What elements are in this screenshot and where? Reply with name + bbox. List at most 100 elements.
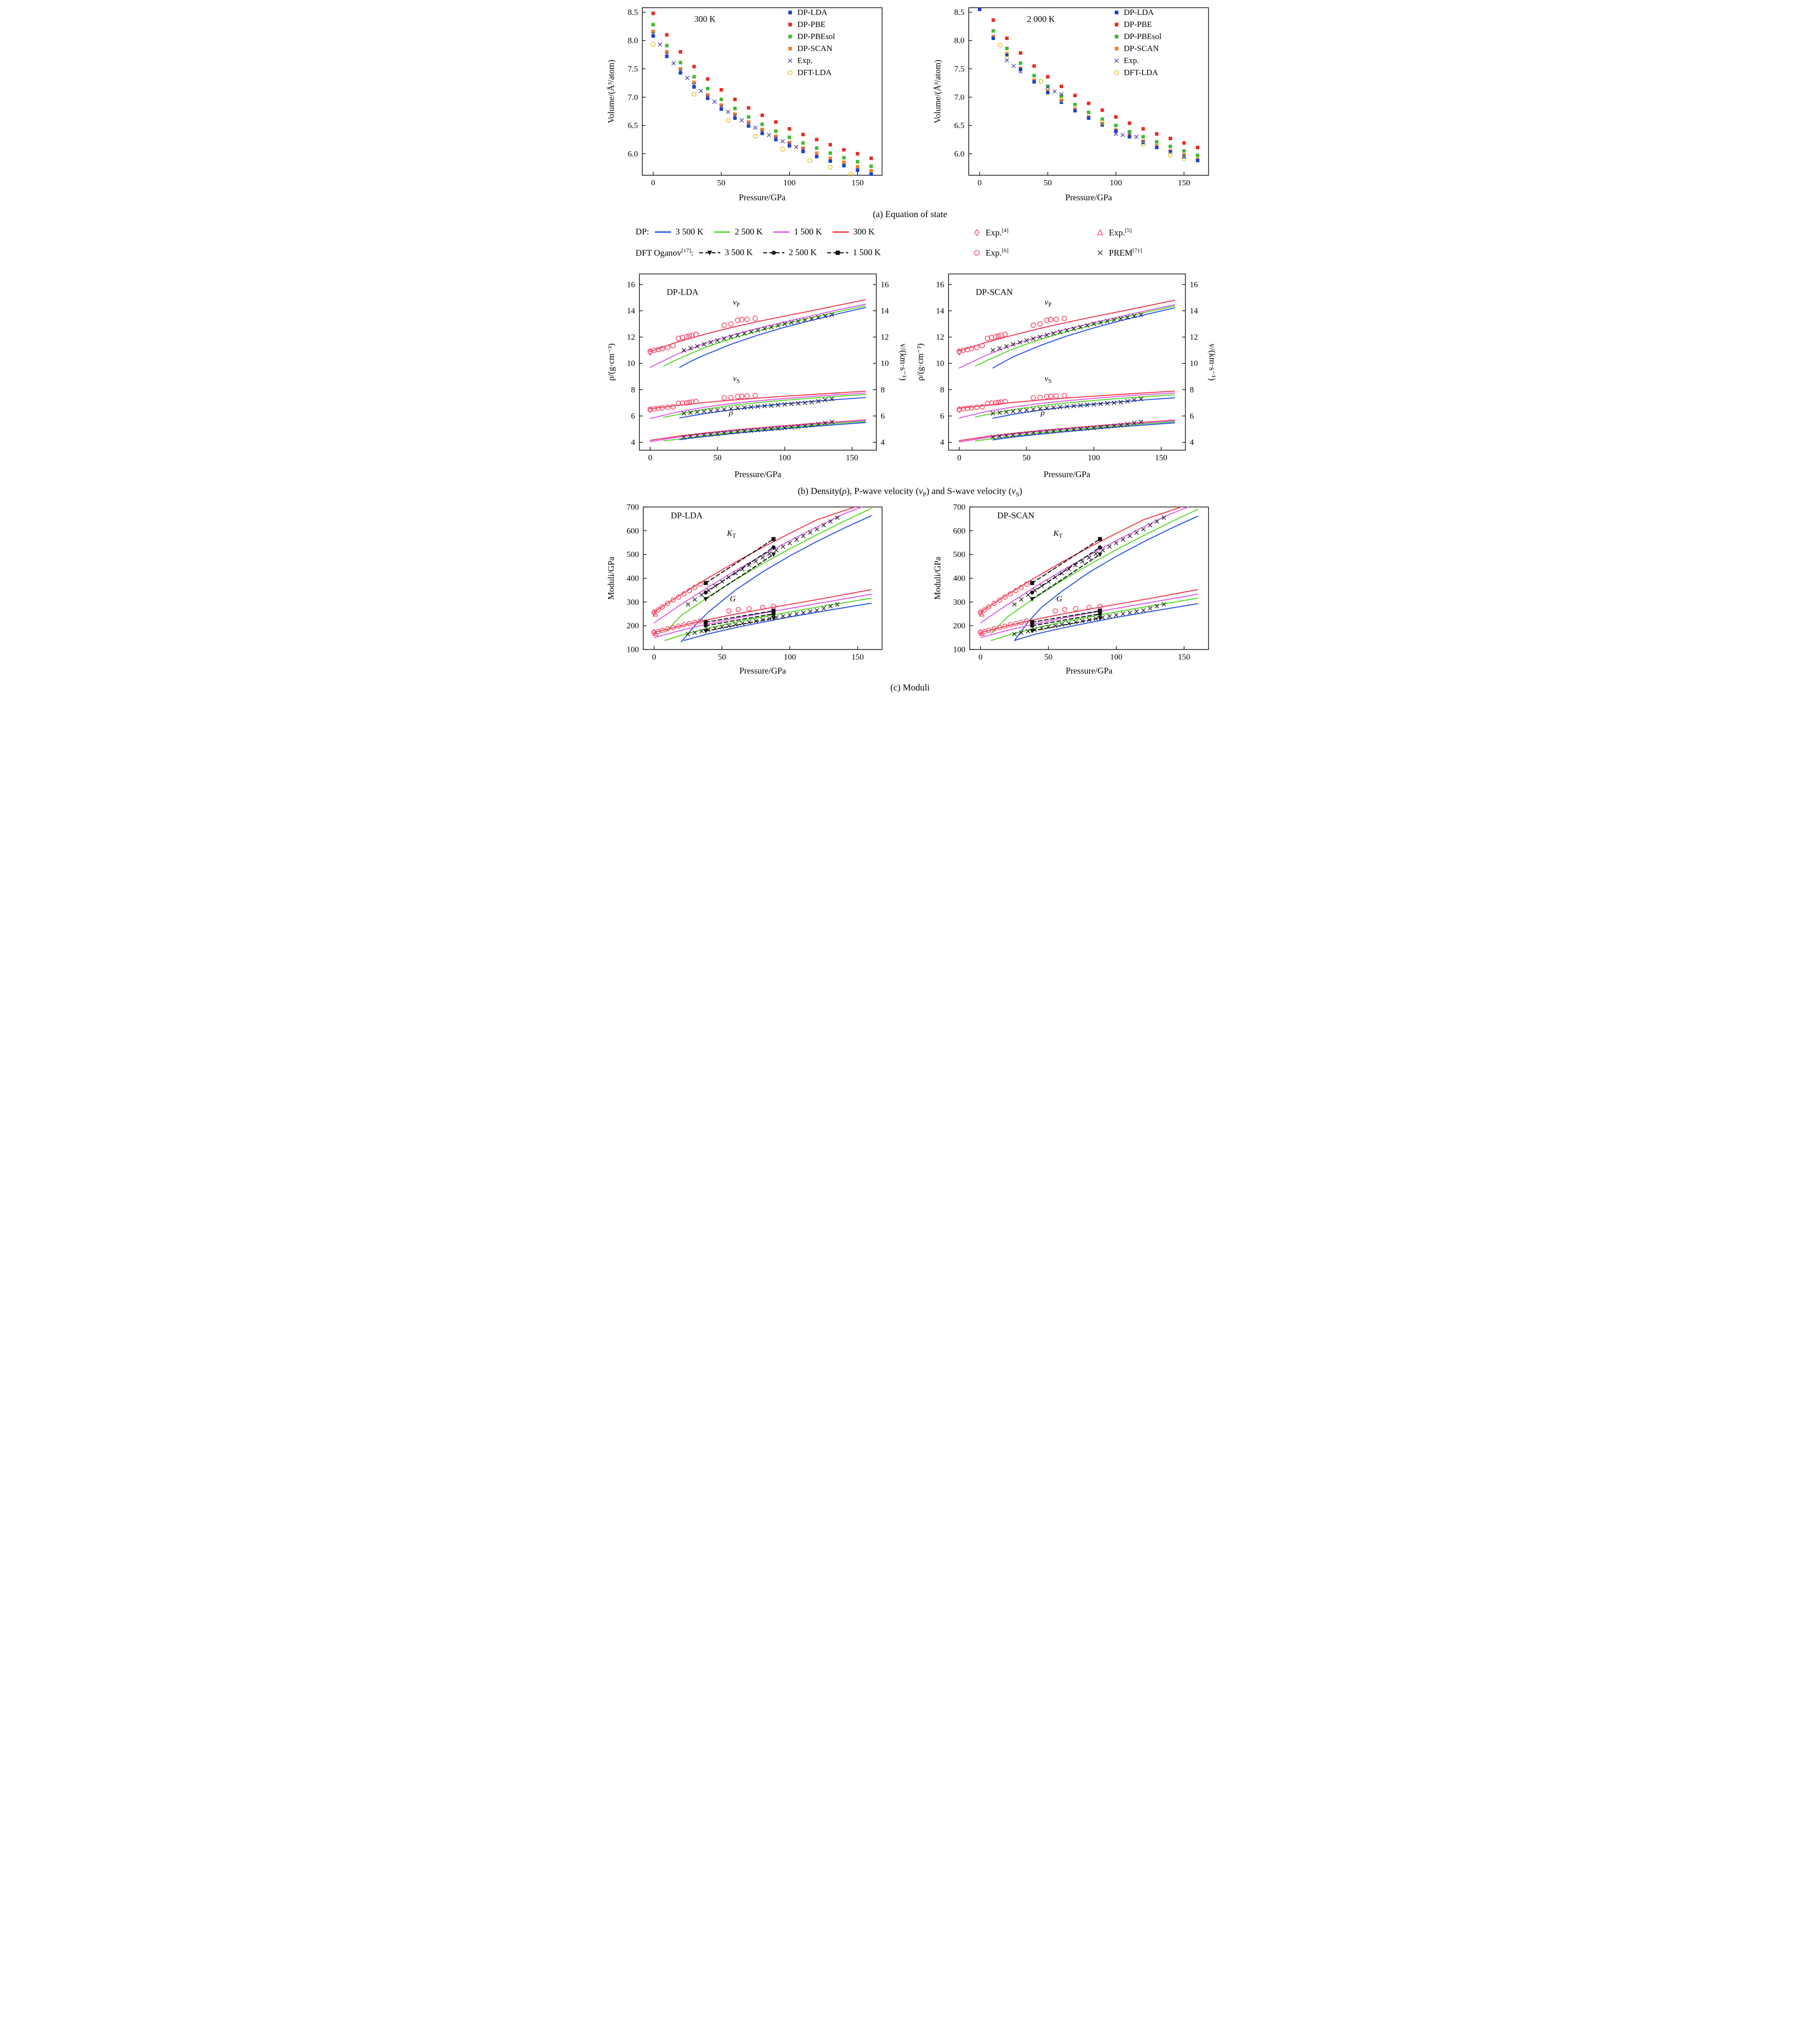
chart-moduli-dpscan: 0 50 100 150 100 200 300 400 500 600 700 Pressure/G… [931, 502, 1215, 683]
svg-text:G: G [1056, 594, 1062, 603]
svg-text:0: 0 [978, 652, 983, 662]
svg-text:10: 10 [1190, 359, 1198, 368]
svg-text:16: 16 [936, 280, 944, 289]
svg-text:50: 50 [1044, 178, 1052, 187]
svg-text:10: 10 [881, 359, 889, 368]
svg-text:0: 0 [652, 652, 656, 662]
svg-text:8: 8 [881, 385, 885, 394]
svg-text:12: 12 [1190, 333, 1198, 342]
legend-exp4: Exp.[4] [972, 227, 1009, 238]
svg-text:v/(km·s⁻¹): v/(km·s⁻¹) [898, 344, 906, 381]
caption-b: (b) Density(ρ), P-wave velocity (vP) and… [797, 486, 1023, 498]
legend-exp6: Exp.[6] [972, 247, 1009, 258]
svg-text:500: 500 [953, 550, 966, 559]
svg-text:150: 150 [1178, 178, 1190, 187]
figure-page: 0 50 100 150 6.0 6.5 7.0 7.5 8.0 8.5 Pressure/GPa V… [605, 0, 1217, 706]
svg-text:14: 14 [627, 306, 636, 315]
svg-text:14: 14 [881, 306, 889, 315]
svg-text:6: 6 [631, 411, 636, 420]
svg-text:150: 150 [852, 652, 864, 662]
svg-text:DP-LDA: DP-LDA [666, 287, 698, 297]
svg-text:DP-PBE: DP-PBE [797, 20, 826, 29]
svg-text:Pressure/GPa: Pressure/GPa [739, 193, 786, 202]
svg-text:100: 100 [1088, 453, 1100, 462]
svg-text:0: 0 [957, 453, 962, 462]
legend-row: Exp.[6] [972, 247, 1018, 258]
svg-text:Pressure/GPa: Pressure/GPa [1044, 469, 1091, 479]
legend-dp-3500K: 3 500 K [654, 227, 703, 237]
legend-dft-3500K: 3 500 K [698, 247, 753, 258]
figure-legend: DP: 3 500 K 2 500 K 1 500 K 300 K DFT Oganov[… [605, 225, 1215, 267]
svg-text:0: 0 [651, 178, 655, 187]
legend-row: DFT Oganov[17]: 3 500 K 2 500 K 1 500 K [636, 247, 890, 258]
legend-item-label: Exp.[6] [986, 247, 1009, 258]
chart-eos-300k: 0 50 100 150 6.0 6.5 7.0 7.5 8.0 8.5 Pressure/GPa V… [605, 3, 889, 209]
svg-text:50: 50 [1044, 652, 1053, 662]
svg-text:vP: vP [733, 298, 740, 308]
svg-text:150: 150 [851, 178, 864, 187]
svg-text:8.0: 8.0 [954, 36, 964, 45]
legend-item-label: 1 500 K [794, 227, 822, 236]
svg-text:0: 0 [648, 453, 652, 462]
svg-text:DP-PBE: DP-PBE [1124, 20, 1152, 29]
svg-text:Pressure/GPa: Pressure/GPa [1066, 193, 1112, 202]
svg-text:300 K: 300 K [694, 14, 716, 24]
svg-text:Pressure/GPa: Pressure/GPa [735, 469, 781, 479]
svg-text:50: 50 [714, 453, 722, 462]
svg-text:DP-SCAN: DP-SCAN [1124, 44, 1159, 53]
svg-text:4: 4 [881, 438, 885, 447]
svg-text:50: 50 [718, 652, 726, 662]
svg-text:0: 0 [977, 178, 982, 187]
svg-text:4: 4 [940, 438, 945, 447]
legend-item-label: 3 500 K [725, 247, 753, 257]
svg-text:150: 150 [1155, 453, 1168, 462]
legend-dft-1500K: 1 500 K [826, 247, 881, 258]
svg-text:50: 50 [1023, 453, 1031, 462]
svg-text:10: 10 [936, 359, 944, 368]
svg-text:2 000 K: 2 000 K [1027, 14, 1055, 24]
svg-text:100: 100 [1110, 178, 1122, 187]
legend-item-label: 2 500 K [735, 227, 763, 236]
svg-text:6: 6 [1190, 411, 1194, 420]
svg-text:600: 600 [627, 526, 639, 535]
svg-text:200: 200 [953, 621, 966, 630]
svg-text:14: 14 [936, 306, 945, 315]
svg-text:100: 100 [783, 178, 796, 187]
svg-text:100: 100 [953, 645, 966, 654]
caption-c: (c) Moduli [890, 682, 930, 693]
panel-a-row: 0 50 100 150 6.0 6.5 7.0 7.5 8.0 8.5 Pressure/GPa V… [605, 3, 1215, 209]
svg-text:DP-PBEsol: DP-PBEsol [797, 32, 835, 41]
chart-density-velocity-dplda: 0 50 100 150 4 6 8 10 12 14 16 4 6 8 10 12 14 16 Pressure/… [605, 269, 908, 486]
svg-text:150: 150 [1178, 652, 1191, 662]
svg-text:300: 300 [627, 597, 639, 607]
svg-text:8: 8 [940, 385, 945, 394]
svg-text:6.0: 6.0 [628, 149, 638, 158]
svg-text:100: 100 [1110, 652, 1123, 662]
legend-row: DP: 3 500 K 2 500 K 1 500 K 300 K [636, 227, 884, 237]
svg-text:7.0: 7.0 [628, 92, 638, 102]
svg-text:8: 8 [631, 385, 636, 394]
svg-text:6.5: 6.5 [628, 121, 638, 130]
svg-text:v/(km·s⁻¹): v/(km·s⁻¹) [1207, 344, 1215, 381]
svg-text:150: 150 [846, 453, 858, 462]
svg-text:Moduli/GPa: Moduli/GPa [606, 557, 616, 599]
svg-text:8.0: 8.0 [628, 36, 638, 45]
svg-text:vP: vP [1045, 298, 1052, 308]
legend-dp-300K: 300 K [832, 227, 875, 237]
svg-text:6.0: 6.0 [954, 149, 964, 158]
svg-text:Pressure/GPa: Pressure/GPa [1066, 666, 1113, 675]
svg-text:DP-SCAN: DP-SCAN [797, 44, 832, 53]
svg-text:DP-PBEsol: DP-PBEsol [1124, 32, 1162, 41]
svg-text:Moduli/GPa: Moduli/GPa [933, 557, 942, 599]
svg-text:10: 10 [627, 359, 635, 368]
svg-text:DP-LDA: DP-LDA [797, 8, 828, 17]
legend-item-label: 1 500 K [853, 247, 881, 257]
svg-text:700: 700 [953, 503, 966, 512]
svg-text:4: 4 [1190, 438, 1194, 447]
chart-density-velocity-dpscan: 0 50 100 150 4 6 8 10 12 14 16 4 6 8 10 12 14 16 Pressure/… [914, 269, 1217, 486]
svg-text:DP-SCAN: DP-SCAN [997, 510, 1034, 520]
svg-text:vS: vS [733, 374, 740, 385]
svg-text:DP-LDA: DP-LDA [671, 510, 702, 520]
svg-text:16: 16 [1190, 280, 1198, 289]
chart-eos-2000k: 0 50 100 150 6.0 6.5 7.0 7.5 8.0 8.5 Pressure/GPa V… [931, 3, 1215, 209]
